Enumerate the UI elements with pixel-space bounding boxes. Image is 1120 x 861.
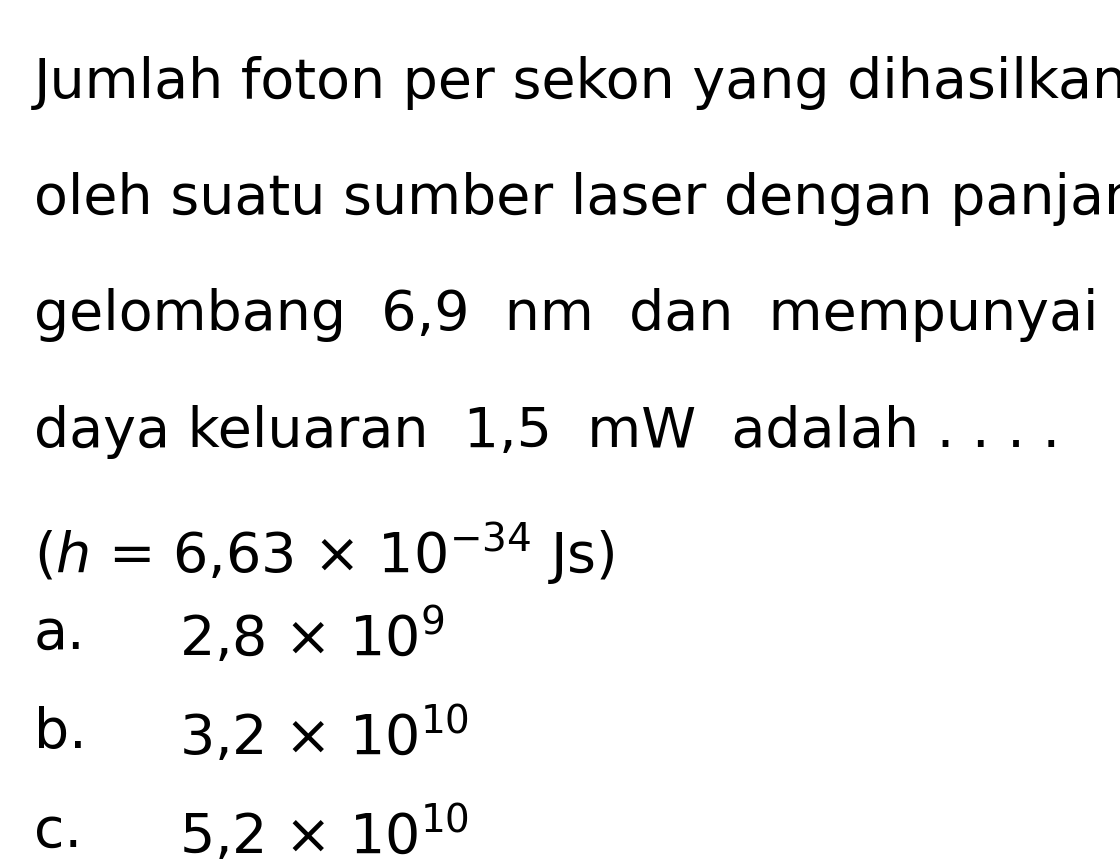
Text: 2,8 $\times$ 10$^{9}$: 2,8 $\times$ 10$^{9}$: [179, 607, 445, 668]
Text: 5,2 $\times$ 10$^{10}$: 5,2 $\times$ 10$^{10}$: [179, 805, 469, 861]
Text: b.: b.: [34, 706, 86, 760]
Text: daya keluaran  1,5  mW  adalah . . . .: daya keluaran 1,5 mW adalah . . . .: [34, 405, 1060, 459]
Text: c.: c.: [34, 805, 82, 859]
Text: gelombang  6,9  nm  dan  mempunyai: gelombang 6,9 nm dan mempunyai: [34, 288, 1098, 343]
Text: ($h$ = 6,63 $\times$ 10$^{-34}$ Js): ($h$ = 6,63 $\times$ 10$^{-34}$ Js): [34, 521, 614, 588]
Text: a.: a.: [34, 607, 85, 661]
Text: Jumlah foton per sekon yang dihasilkan: Jumlah foton per sekon yang dihasilkan: [34, 56, 1120, 110]
Text: oleh suatu sumber laser dengan panjang: oleh suatu sumber laser dengan panjang: [34, 172, 1120, 226]
Text: 3,2 $\times$ 10$^{10}$: 3,2 $\times$ 10$^{10}$: [179, 706, 469, 767]
